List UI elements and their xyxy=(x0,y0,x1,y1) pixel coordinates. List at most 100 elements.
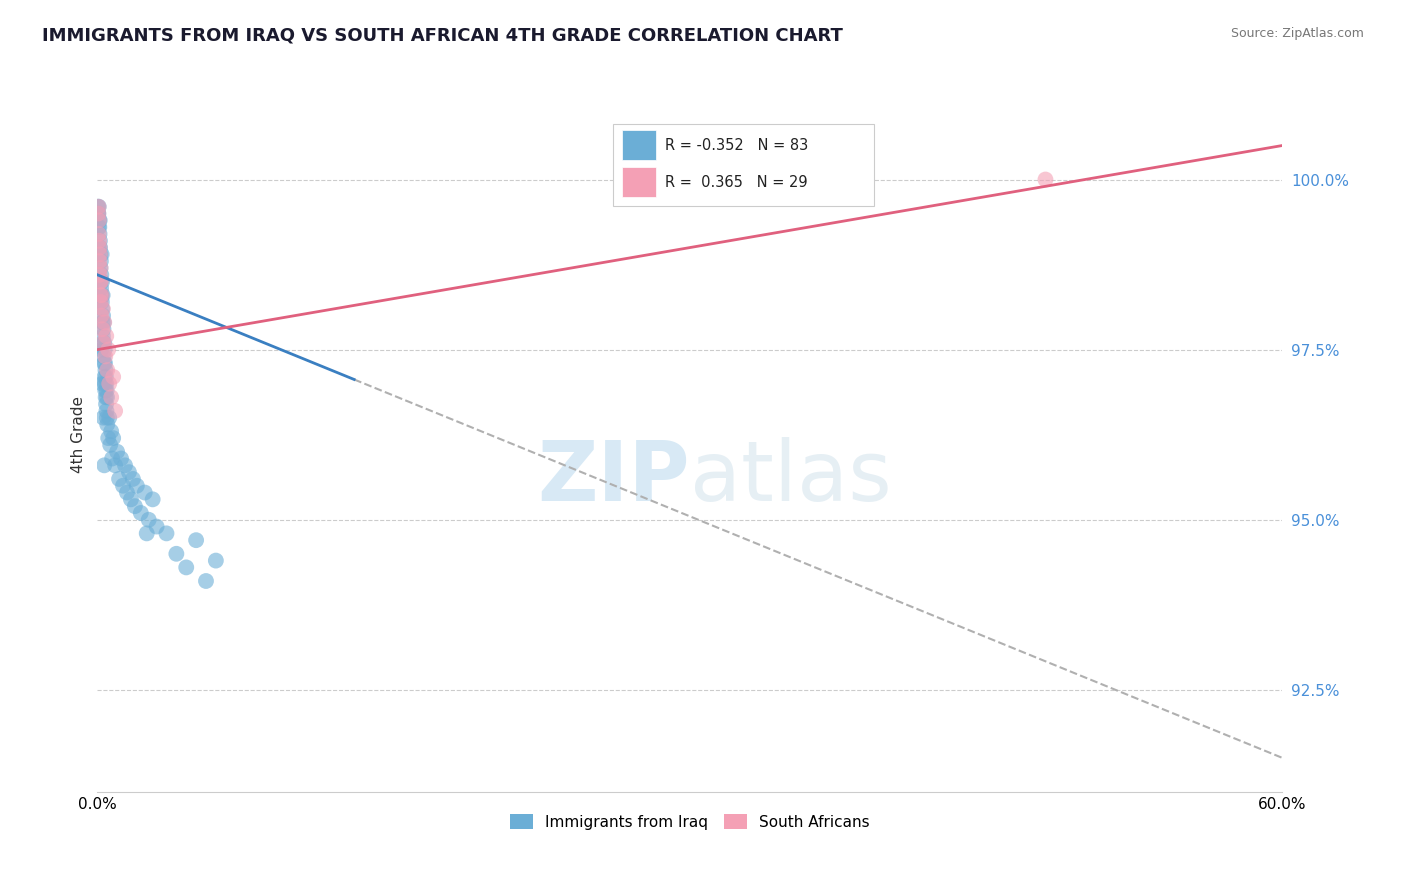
Point xyxy=(89,260,111,275)
Point xyxy=(91,315,114,329)
Point xyxy=(120,492,142,507)
Point xyxy=(87,227,110,241)
Point xyxy=(96,384,118,398)
Text: atlas: atlas xyxy=(690,437,891,518)
Text: IMMIGRANTS FROM IRAQ VS SOUTH AFRICAN 4TH GRADE CORRELATION CHART: IMMIGRANTS FROM IRAQ VS SOUTH AFRICAN 4T… xyxy=(42,27,844,45)
Point xyxy=(87,206,110,220)
Point xyxy=(93,315,115,329)
Point xyxy=(93,322,115,336)
Point xyxy=(89,247,111,261)
Point xyxy=(101,431,124,445)
Point xyxy=(90,288,112,302)
Point xyxy=(89,295,111,310)
Point xyxy=(90,309,112,323)
Point xyxy=(129,506,152,520)
Point xyxy=(101,369,124,384)
Point xyxy=(98,438,121,452)
Point xyxy=(184,533,207,548)
Point xyxy=(96,390,118,404)
Text: Source: ZipAtlas.com: Source: ZipAtlas.com xyxy=(1230,27,1364,40)
Point xyxy=(89,247,111,261)
Point xyxy=(96,363,118,377)
Point xyxy=(91,301,114,316)
Point xyxy=(89,213,111,227)
Point xyxy=(87,206,110,220)
Point xyxy=(90,295,112,310)
Point xyxy=(93,315,115,329)
Point xyxy=(90,254,112,268)
Point xyxy=(125,479,148,493)
Point xyxy=(108,472,131,486)
Y-axis label: 4th Grade: 4th Grade xyxy=(72,396,86,473)
Point xyxy=(91,335,114,350)
Point xyxy=(205,553,228,567)
Point xyxy=(93,458,115,473)
Point xyxy=(89,254,111,268)
Point xyxy=(90,288,112,302)
Point xyxy=(97,431,120,445)
Point xyxy=(122,472,145,486)
Point xyxy=(124,499,146,513)
Point xyxy=(91,410,114,425)
Text: R =  0.365   N = 29: R = 0.365 N = 29 xyxy=(665,175,807,190)
Point xyxy=(96,329,118,343)
Point xyxy=(94,384,117,398)
Point xyxy=(87,206,110,220)
Legend: Immigrants from Iraq, South Africans: Immigrants from Iraq, South Africans xyxy=(506,809,875,834)
Point xyxy=(90,268,112,282)
Point xyxy=(89,213,111,227)
Point xyxy=(89,241,111,255)
Point xyxy=(155,526,177,541)
Point xyxy=(101,451,124,466)
Point xyxy=(96,417,118,432)
Point xyxy=(105,444,128,458)
Point xyxy=(89,260,111,275)
Point xyxy=(135,526,157,541)
Point xyxy=(94,363,117,377)
Point xyxy=(96,376,118,391)
Point xyxy=(104,458,127,473)
Point xyxy=(89,275,111,289)
FancyBboxPatch shape xyxy=(623,130,655,161)
Point xyxy=(174,560,197,574)
Point xyxy=(97,343,120,357)
Point xyxy=(89,268,111,282)
Point xyxy=(91,309,114,323)
Point xyxy=(94,397,117,411)
Point xyxy=(87,220,110,235)
Point xyxy=(91,301,114,316)
Point xyxy=(94,356,117,370)
Point xyxy=(89,288,111,302)
Point xyxy=(90,281,112,295)
Text: ZIP: ZIP xyxy=(537,437,690,518)
Point xyxy=(90,295,112,310)
Point xyxy=(145,519,167,533)
Point xyxy=(87,200,110,214)
Point xyxy=(91,376,114,391)
Point xyxy=(90,275,112,289)
Point xyxy=(89,220,111,235)
Point xyxy=(89,227,111,241)
Point xyxy=(90,275,112,289)
Point xyxy=(93,335,115,350)
Point xyxy=(87,213,110,227)
Point xyxy=(98,410,121,425)
Point xyxy=(89,234,111,248)
Point xyxy=(118,465,141,479)
Point xyxy=(91,329,114,343)
Point xyxy=(94,350,117,364)
Text: R = -0.352   N = 83: R = -0.352 N = 83 xyxy=(665,138,808,153)
Point xyxy=(94,369,117,384)
Point xyxy=(115,485,138,500)
Point xyxy=(114,458,136,473)
Point xyxy=(93,369,115,384)
Point xyxy=(94,376,117,391)
Point xyxy=(96,410,118,425)
Point xyxy=(98,376,121,391)
Point xyxy=(91,335,114,350)
Point xyxy=(93,343,115,357)
Point xyxy=(100,425,122,439)
Point xyxy=(91,275,114,289)
Point xyxy=(110,451,132,466)
Point xyxy=(89,241,111,255)
